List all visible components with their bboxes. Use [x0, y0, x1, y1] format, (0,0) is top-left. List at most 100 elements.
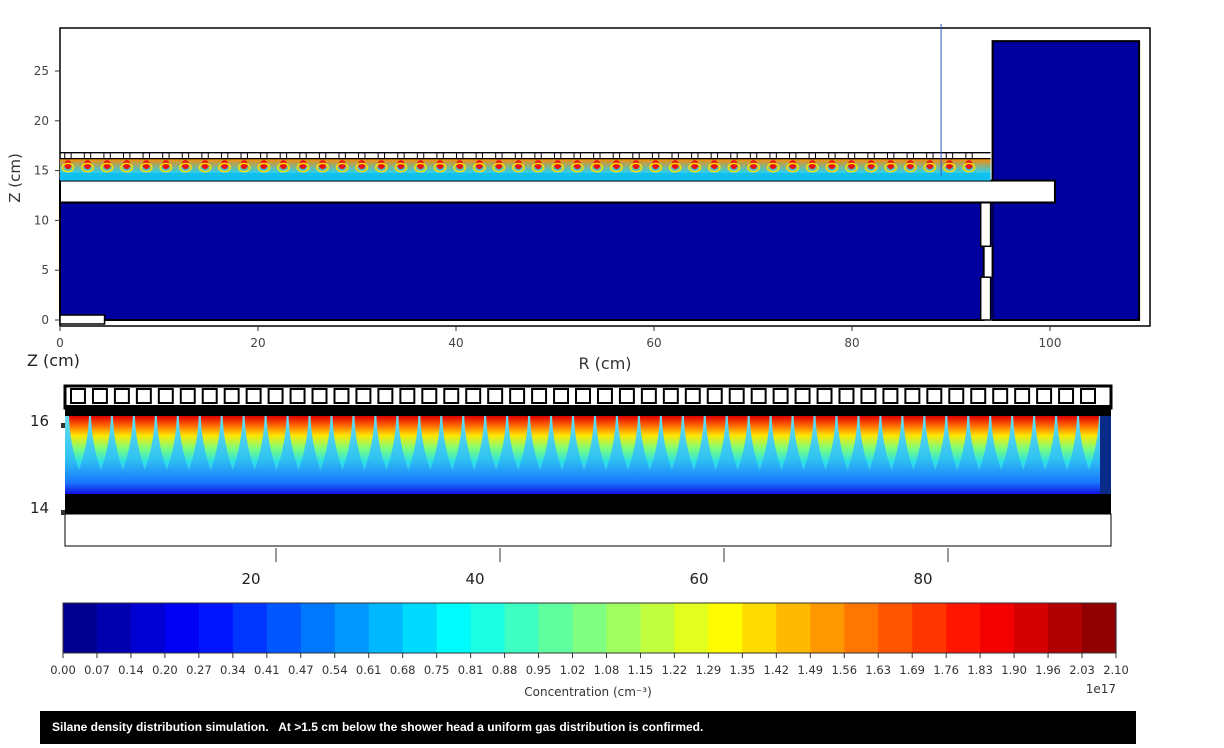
shower-hole: [64, 152, 72, 160]
colorbar-cell: [130, 603, 166, 653]
colorbar-cell: [810, 603, 845, 653]
band-end: [1100, 416, 1111, 494]
hole-cap: [443, 388, 460, 404]
colorbar-tick-label: 0.81: [458, 663, 484, 677]
shower-hole: [142, 152, 150, 160]
hotspot-ring: [394, 162, 408, 173]
hotspot-ring: [629, 162, 643, 173]
colorbar-tick-label: 0.88: [492, 663, 518, 677]
hotspot: [260, 160, 268, 170]
hotspot: [397, 160, 405, 170]
gas-plume: [881, 416, 902, 470]
colorbar-tick-label: 1.29: [696, 663, 722, 677]
hole-cap: [201, 388, 218, 404]
zoom-x-tick-label: 80: [913, 570, 932, 588]
hole-cap: [399, 388, 416, 404]
colorbar-tick-label: 1.56: [831, 663, 857, 677]
shower-hole: [475, 152, 483, 160]
x-tick-label: 20: [250, 336, 265, 350]
shower-hole: [495, 152, 503, 160]
shower-hole: [162, 152, 170, 160]
shower-hole: [220, 152, 229, 160]
hotspot: [867, 160, 875, 170]
colorbar-tick-label: 0.75: [424, 663, 450, 677]
gas-plume: [1035, 416, 1056, 470]
colorbar-tick-label: 1.90: [1001, 663, 1027, 677]
zoom-y-tick-label: 14: [30, 499, 49, 517]
injection-band-base: [60, 172, 991, 181]
colorbar-cell: [232, 603, 268, 653]
hotspot: [632, 160, 640, 170]
gas-plume: [727, 416, 748, 470]
hotspot: [906, 160, 914, 170]
colorbar-tick-label: 0.14: [118, 663, 144, 677]
zoom-content: [63, 384, 1113, 547]
hotspot: [887, 160, 895, 170]
colorbar-tick-label: 1.63: [865, 663, 891, 677]
colorbar: 0.00 0.07 0.14 0.20 0.27 0.34 0.41 0.47 0.54 0.61…: [50, 602, 1129, 699]
gas-plume: [771, 416, 792, 470]
hotspot-ring: [257, 162, 271, 173]
colorbar-tick-label: 0.20: [152, 663, 178, 677]
hotspot-ring: [962, 162, 976, 173]
hotspot: [789, 160, 797, 170]
hotspot: [377, 160, 385, 170]
injection-band: [60, 24, 991, 181]
colorbar-tick-label: 0.54: [322, 663, 348, 677]
hole-cap: [860, 388, 877, 404]
hole-cap: [245, 388, 262, 404]
colorbar-cell: [470, 603, 506, 653]
hotspot-ring: [120, 162, 134, 173]
hotspot-ring: [237, 162, 251, 173]
colorbar-cell: [776, 603, 811, 653]
hotspot-ring: [688, 162, 702, 173]
hotspot: [828, 160, 836, 170]
colorbar-cell: [606, 603, 642, 653]
gas-plume: [793, 416, 814, 470]
gas-plume: [1079, 416, 1099, 470]
hotspot-ring: [805, 162, 819, 173]
colorbar-cell: [674, 603, 709, 653]
hotspot: [64, 160, 72, 170]
colorbar-cell: [538, 603, 574, 653]
colorbar-tick-label: 1.08: [594, 663, 620, 677]
y-tick-label: 25: [34, 64, 49, 78]
hotspot: [808, 160, 816, 170]
gas-plume: [398, 416, 419, 470]
hotspot-ring: [864, 162, 878, 173]
gas-plume: [969, 416, 990, 470]
shower-hole: [671, 152, 679, 160]
colorbar-cell: [436, 603, 472, 653]
colorbar-cell: [402, 603, 438, 653]
hotspot-ring: [374, 162, 388, 173]
shower-hole: [749, 152, 758, 160]
shower-hole: [181, 152, 190, 160]
hotspot: [240, 160, 248, 170]
hole-cap: [596, 388, 613, 404]
hole-cap: [355, 388, 372, 404]
colorbar-tick-label: 1.83: [967, 663, 993, 677]
gas-plume: [574, 416, 594, 470]
hotspot-ring: [453, 162, 467, 173]
gas-plume: [683, 416, 704, 470]
hole-cap: [794, 388, 811, 404]
hotspot-ring: [551, 162, 565, 173]
shower-hole: [945, 152, 954, 160]
hotspot: [749, 160, 758, 170]
colorbar-cell: [334, 603, 370, 653]
colorbar-cell: [708, 603, 743, 653]
hotspot: [162, 160, 170, 170]
gas-plume: [617, 416, 638, 470]
hole-cap: [70, 388, 86, 404]
hotspot-ring: [747, 162, 760, 173]
gas-plume: [332, 416, 353, 470]
hole-cap: [223, 388, 240, 404]
hole-cap: [640, 388, 657, 404]
hotspot-ring: [277, 162, 290, 173]
shower-hole: [730, 152, 738, 160]
colorbar-cell: [96, 603, 132, 653]
shower-hole: [514, 152, 523, 160]
colorbar-tick-label: 1.96: [1035, 663, 1061, 677]
hotspot: [201, 160, 209, 170]
x-tick-label: 60: [646, 336, 661, 350]
